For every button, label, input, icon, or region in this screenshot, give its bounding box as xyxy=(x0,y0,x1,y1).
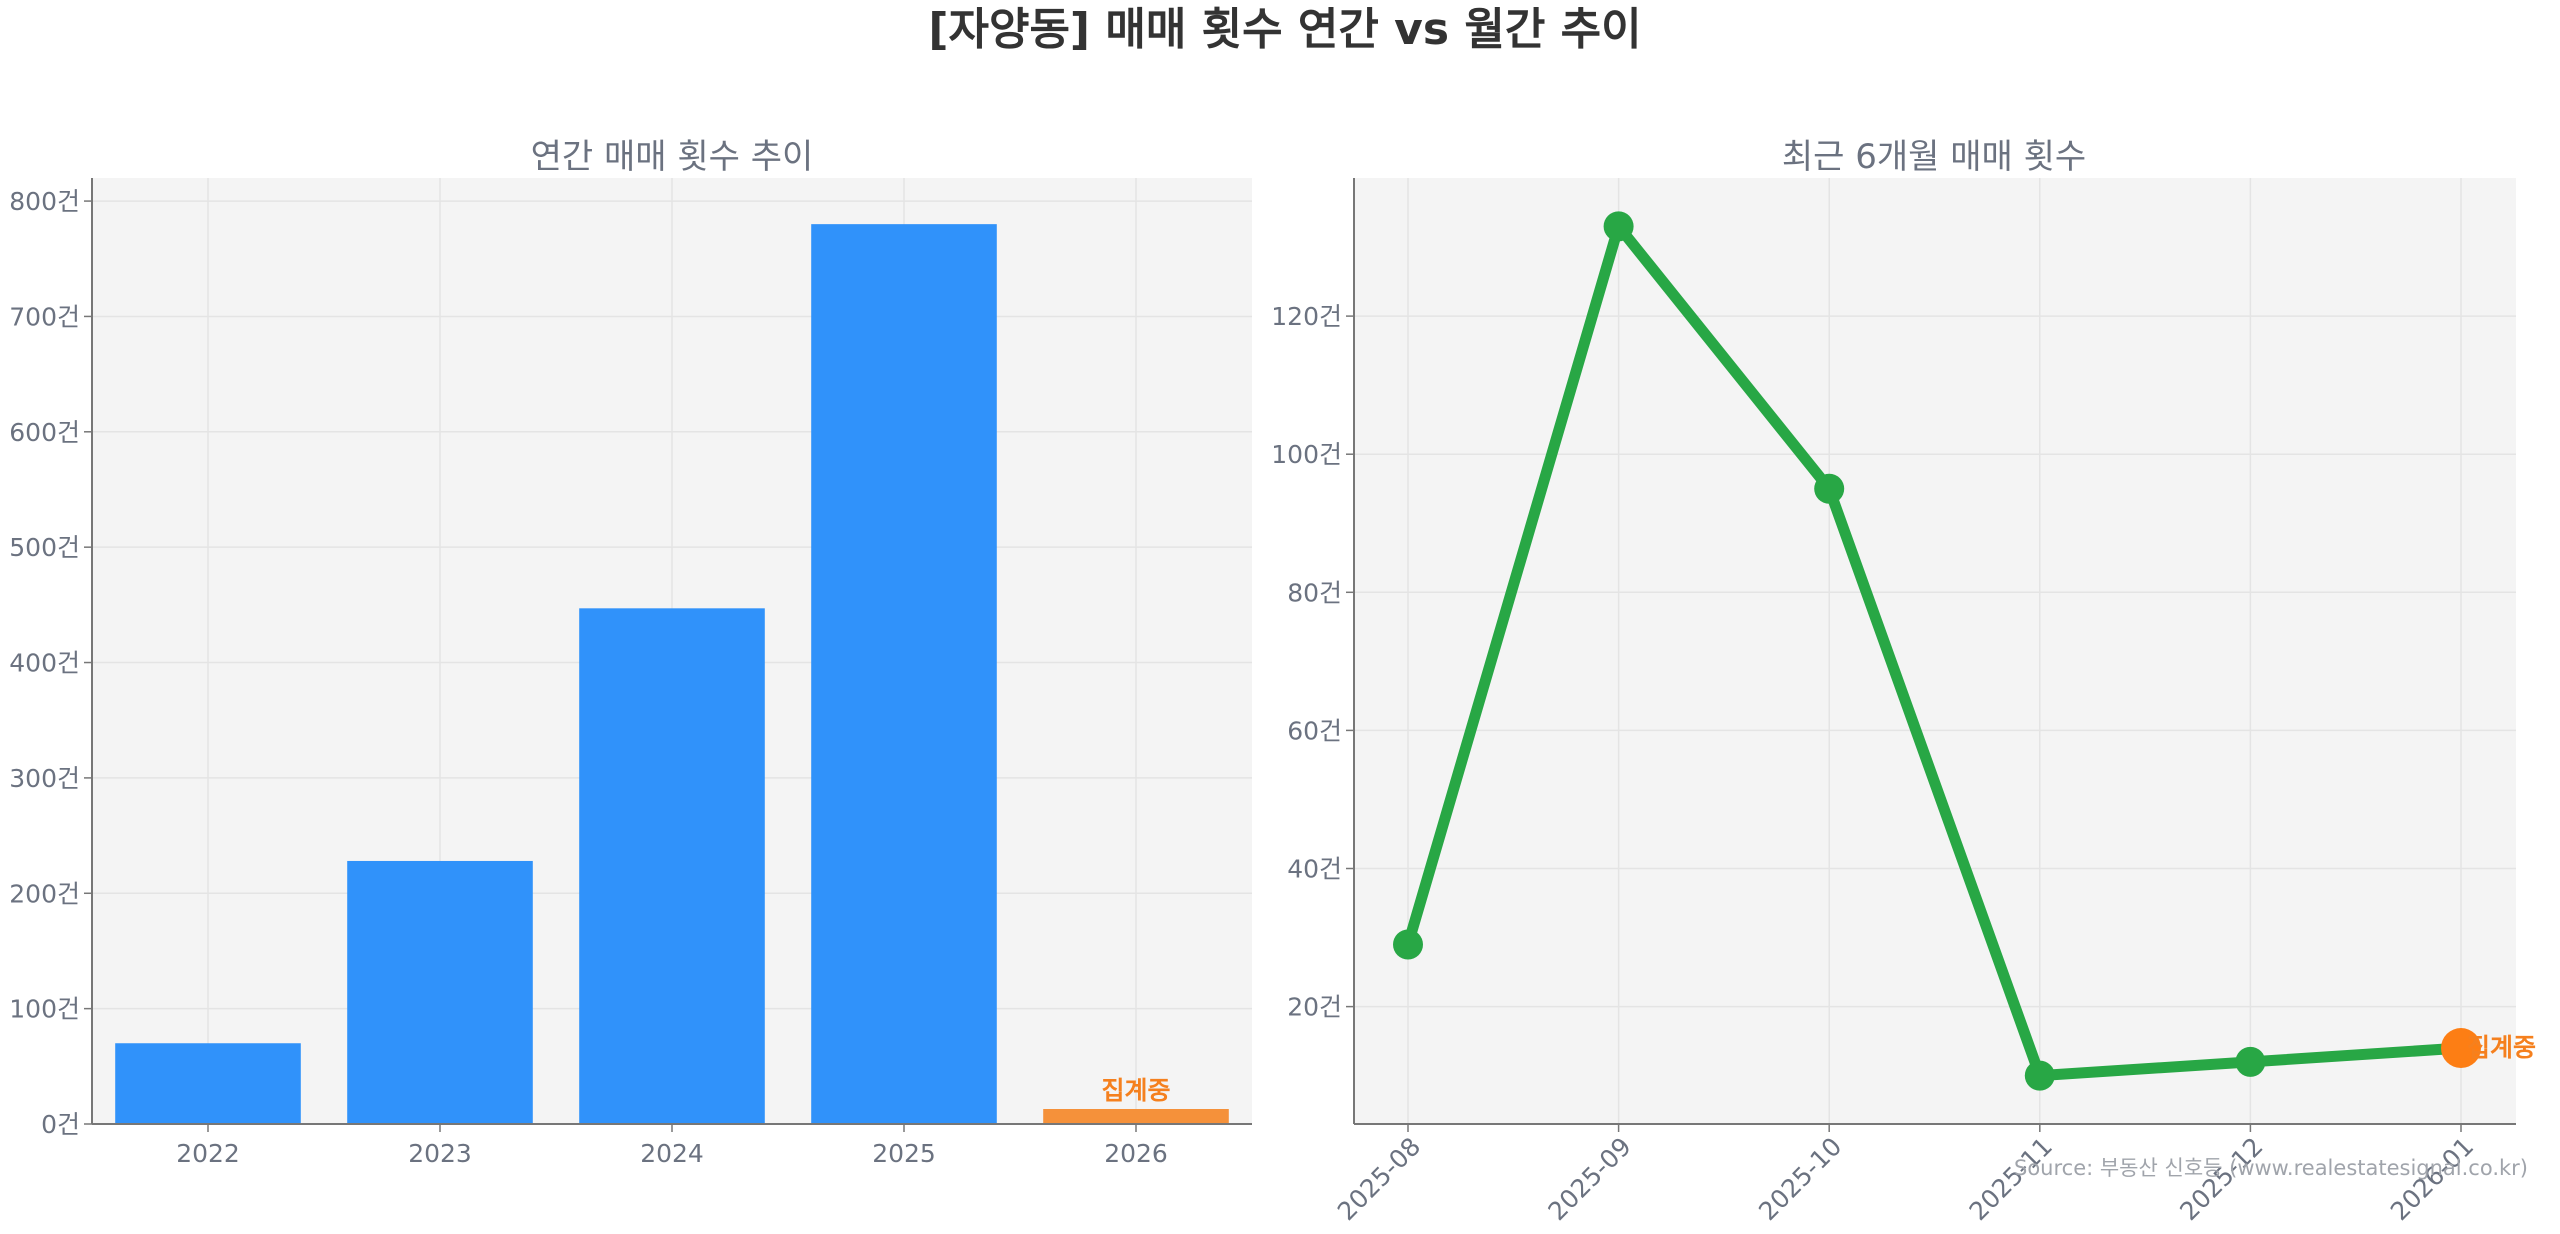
pending-label: 집계중 xyxy=(2467,1033,2536,1062)
annual-chart-title: 연간 매매 횟수 추이 xyxy=(531,137,814,177)
y-tick-label: 700건 xyxy=(9,302,80,331)
monthly-chart-title: 최근 6개월 매매 횟수 xyxy=(1782,137,2086,177)
y-tick-label: 120건 xyxy=(1271,302,1342,331)
bar xyxy=(115,1043,301,1124)
bar xyxy=(347,860,533,1124)
x-tick-label: 2025-10 xyxy=(1753,1132,1847,1226)
y-tick-label: 800건 xyxy=(9,187,80,216)
x-tick-label: 2022 xyxy=(176,1139,240,1168)
bar xyxy=(811,224,997,1124)
x-tick-label: 2025-09 xyxy=(1542,1132,1636,1226)
x-tick-label: 2025-08 xyxy=(1332,1132,1426,1226)
data-point xyxy=(1603,211,1634,242)
data-point xyxy=(2024,1060,2055,1091)
data-point xyxy=(1393,929,1423,960)
y-tick-label: 20건 xyxy=(1287,993,1342,1022)
x-tick-label: 2025 xyxy=(872,1139,936,1168)
annual-bar-chart: 연간 매매 횟수 추이 0건 100건 200건 300건 400건 500건 600건 70… xyxy=(9,137,1252,1168)
y-tick-label: 40건 xyxy=(1287,855,1342,884)
bar-pending xyxy=(1043,1109,1229,1124)
y-tick-label: 100건 xyxy=(9,995,80,1024)
plot-background xyxy=(1354,178,2516,1124)
data-point xyxy=(1814,473,1845,504)
x-tick-label: 2024 xyxy=(640,1139,704,1168)
data-point-pending xyxy=(2441,1028,2481,1069)
y-tick-label: 0건 xyxy=(41,1110,80,1139)
y-tick-label: 500건 xyxy=(9,533,80,562)
x-tick-label: 2023 xyxy=(408,1139,472,1168)
y-tick-label: 100건 xyxy=(1271,440,1342,469)
data-point xyxy=(2235,1046,2266,1077)
y-tick-label: 300건 xyxy=(9,764,80,793)
y-tick-label: 600건 xyxy=(9,418,80,447)
bar xyxy=(579,608,765,1124)
pending-label: 집계중 xyxy=(1101,1076,1170,1105)
source-note: Source: 부동산 신호등 (www.realestatesignal.co… xyxy=(2014,1156,2528,1180)
y-tick-label: 80건 xyxy=(1287,578,1342,607)
x-tick-label: 2026 xyxy=(1104,1139,1168,1168)
y-tick-label: 400건 xyxy=(9,649,80,678)
y-tick-label: 200건 xyxy=(9,879,80,908)
main-title: [자양동] 매매 횟수 연간 vs 월간 추이 xyxy=(928,4,1641,55)
series-line xyxy=(1402,220,2467,1082)
y-tick-label: 60건 xyxy=(1287,716,1342,745)
